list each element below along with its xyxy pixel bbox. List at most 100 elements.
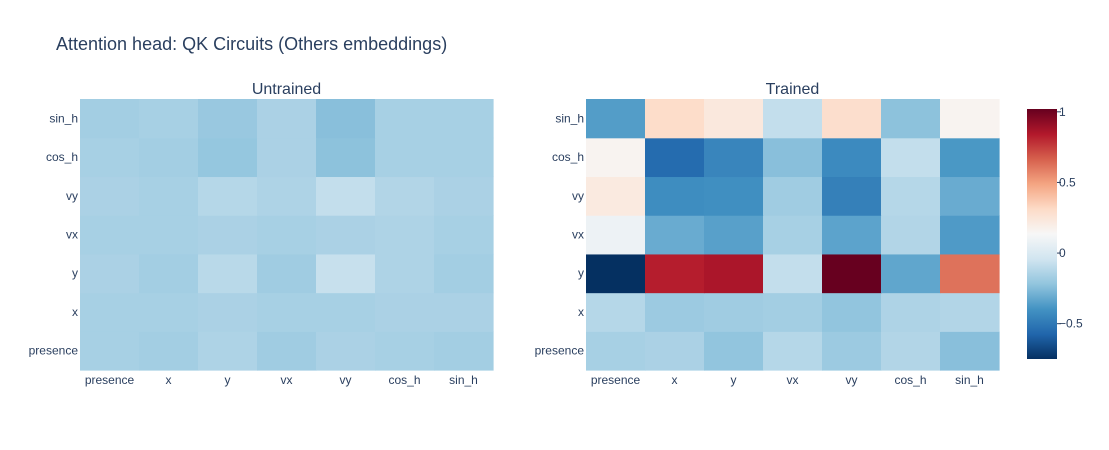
heatmap-cell xyxy=(586,99,646,139)
heatmap-cell xyxy=(139,292,199,332)
y-tick-label: sin_h xyxy=(555,111,584,125)
heatmap-cell xyxy=(704,99,764,139)
y-tick-label: y xyxy=(578,266,584,280)
heatmap-cell xyxy=(434,292,494,332)
heatmap-cell xyxy=(375,331,435,371)
x-tick-label: y xyxy=(225,373,231,387)
y-tick-label: x xyxy=(578,305,584,319)
heatmap-cell xyxy=(316,137,376,178)
heatmap-cell xyxy=(586,176,646,216)
heatmap-cell xyxy=(645,176,705,216)
heatmap-cell xyxy=(645,215,705,255)
colorbar: 1 0.5 0 −0.5 xyxy=(1027,105,1083,359)
heatmap-cell xyxy=(316,215,376,255)
heatmap-cell xyxy=(434,137,494,178)
heatmap-cell xyxy=(198,176,258,216)
x-tick-label: y xyxy=(731,373,737,387)
heatmap-cell xyxy=(940,215,1000,255)
figure-title: Attention head: QK Circuits (Others embe… xyxy=(56,34,447,54)
heatmap-cell xyxy=(704,215,764,255)
heatmap-cell xyxy=(881,253,941,294)
x-tick-label: vy xyxy=(846,373,858,387)
heatmap-cell xyxy=(80,292,140,332)
y-tick-label: vy xyxy=(66,189,78,203)
heatmap-cell xyxy=(822,331,882,371)
heatmap-cell xyxy=(586,137,646,178)
heatmap-cell xyxy=(763,176,823,216)
heatmap-cell xyxy=(80,331,140,371)
heatmap-cell xyxy=(198,137,258,178)
heatmap-cell xyxy=(704,292,764,332)
heatmap-cell xyxy=(375,176,435,216)
heatmap-cell xyxy=(881,331,941,371)
heatmap-cell xyxy=(881,137,941,178)
heatmap-cell xyxy=(198,331,258,371)
x-tick-label: vy xyxy=(340,373,352,387)
y-tick-label: presence xyxy=(535,344,585,358)
heatmap-cell xyxy=(257,137,317,178)
subplot-title: Untrained xyxy=(252,81,321,98)
heatmap-cell xyxy=(940,137,1000,178)
heatmap-cell xyxy=(80,99,140,139)
heatmap-cell xyxy=(822,176,882,216)
heatmap-cell xyxy=(763,137,823,178)
heatmap-cell xyxy=(822,253,882,294)
heatmap-cell xyxy=(434,331,494,371)
heatmap-cell xyxy=(434,253,494,294)
heatmap-cell xyxy=(645,331,705,371)
heatmap-cell xyxy=(881,215,941,255)
heatmap-cell xyxy=(434,99,494,139)
x-tick-label: presence xyxy=(85,373,135,387)
heatmap-cell xyxy=(316,99,376,139)
heatmap-cell xyxy=(763,253,823,294)
heatmap-cell xyxy=(80,176,140,216)
heatmap-cell xyxy=(316,331,376,371)
y-tick-label: sin_h xyxy=(49,111,78,125)
heatmap-cell xyxy=(139,137,199,178)
heatmap-cell xyxy=(198,99,258,139)
heatmap-cell xyxy=(139,215,199,255)
x-tick-label: sin_h xyxy=(449,373,478,387)
heatmap-cell xyxy=(881,292,941,332)
heatmap-cell xyxy=(257,331,317,371)
heatmap-cell xyxy=(316,292,376,332)
heatmap-cell xyxy=(139,331,199,371)
heatmap-cell xyxy=(375,215,435,255)
heatmap-cell xyxy=(763,292,823,332)
heatmap-cell xyxy=(940,331,1000,371)
heatmap-cell xyxy=(375,99,435,139)
heatmap-cell xyxy=(434,215,494,255)
heatmap-cell xyxy=(139,176,199,216)
heatmap-cell xyxy=(257,99,317,139)
heatmap-cell xyxy=(80,137,140,178)
heatmap-panel-2: Trained presence x y vx vy cos_h sin_h presence x… xyxy=(535,81,1000,387)
heatmap-cell xyxy=(645,253,705,294)
heatmap-cell xyxy=(316,253,376,294)
y-tick-label: presence xyxy=(29,344,79,358)
heatmap-cell xyxy=(704,331,764,371)
heatmap-cell xyxy=(139,99,199,139)
heatmap-cell xyxy=(257,253,317,294)
x-tick-label: x xyxy=(672,373,678,387)
colorbar-gradient xyxy=(1027,109,1057,359)
heatmap-cell xyxy=(316,176,376,216)
heatmap-cell xyxy=(881,99,941,139)
heatmap-cell xyxy=(198,215,258,255)
heatmap-cell xyxy=(763,99,823,139)
x-tick-label: cos_h xyxy=(894,373,926,387)
heatmap-cell xyxy=(822,137,882,178)
heatmap-cell xyxy=(257,215,317,255)
heatmap-cell xyxy=(763,215,823,255)
colorbar-tick-label: 1 xyxy=(1059,105,1066,119)
x-tick-label: vx xyxy=(281,373,293,387)
colorbar-tick-label: 0.5 xyxy=(1059,175,1076,189)
y-tick-label: cos_h xyxy=(552,150,584,164)
heatmap-cell xyxy=(434,176,494,216)
y-tick-label: x xyxy=(72,305,78,319)
x-tick-label: presence xyxy=(591,373,641,387)
heatmap-cell xyxy=(375,253,435,294)
heatmap-cell xyxy=(139,253,199,294)
